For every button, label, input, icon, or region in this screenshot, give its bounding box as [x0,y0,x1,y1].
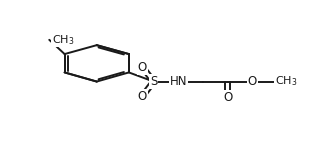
Text: O: O [248,75,257,88]
Text: O: O [223,91,232,104]
Text: O: O [138,90,147,103]
Text: S: S [150,75,157,88]
Text: CH$_3$: CH$_3$ [275,75,297,88]
Text: HN: HN [170,75,187,88]
Text: O: O [138,61,147,74]
Text: CH$_3$: CH$_3$ [52,33,74,47]
